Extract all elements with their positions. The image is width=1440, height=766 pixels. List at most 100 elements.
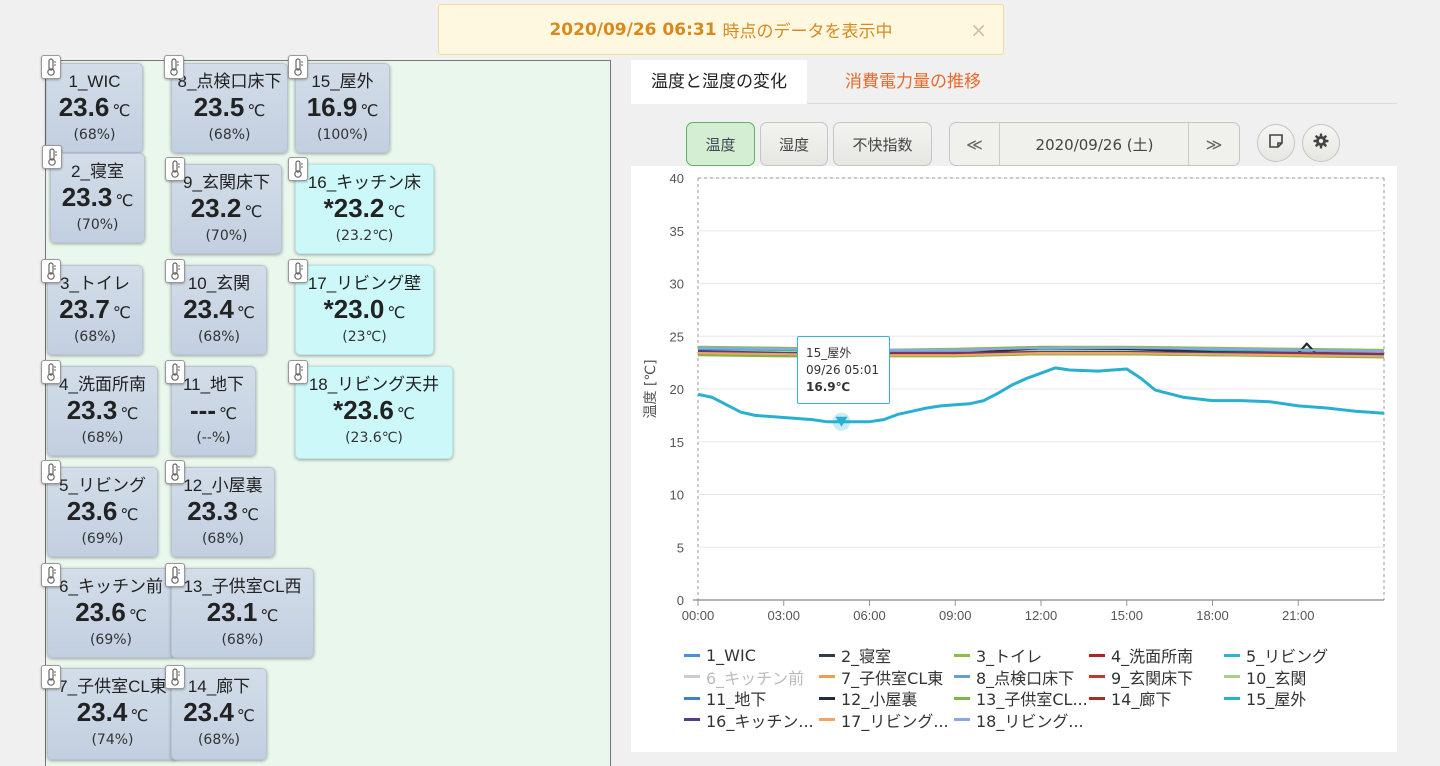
thermometer-icon[interactable] [288, 360, 308, 384]
humidity-button[interactable]: 湿度 [760, 122, 828, 166]
legend-item[interactable]: 18_リビング... [954, 710, 1084, 731]
legend-item[interactable]: 6_キッチン前 [684, 667, 805, 688]
legend-label: 4_洗面所南 [1111, 647, 1194, 666]
thermometer-icon[interactable] [41, 665, 61, 689]
sensor-card[interactable]: 1_WIC 23.6 ℃ (68%) [46, 63, 143, 153]
legend-swatch [1224, 675, 1240, 678]
sensor-card[interactable]: 15_屋外 16.9 ℃ (100%) [295, 63, 390, 153]
legend-item[interactable]: 4_洗面所南 [1089, 645, 1194, 666]
legend-item[interactable]: 9_玄関床下 [1089, 667, 1193, 688]
thermometer-icon[interactable] [165, 460, 185, 484]
thermometer-icon[interactable] [165, 563, 185, 587]
legend-label: 1_WIC [706, 645, 756, 665]
sensor-unit: ℃ [396, 404, 415, 423]
date-display[interactable]: 2020/09/26 (土) [1035, 135, 1154, 154]
sensor-card[interactable]: 3_トイレ 23.7 ℃ (68%) [47, 265, 143, 355]
thermometer-icon[interactable] [164, 55, 184, 79]
sensor-card[interactable]: 17_リビング壁 *23.0 ℃ (23℃) [295, 265, 434, 355]
sensor-card[interactable]: 4_洗面所南 23.3 ℃ (68%) [47, 366, 158, 456]
legend-label: 12_小屋裏 [841, 690, 918, 709]
close-icon[interactable]: × [970, 18, 987, 42]
thermometer-icon[interactable] [42, 145, 62, 169]
legend-item[interactable]: 14_廊下 [1089, 688, 1171, 709]
legend-swatch [954, 696, 970, 700]
legend-item[interactable]: 16_キッチン... [684, 710, 814, 731]
thermometer-icon[interactable] [165, 259, 185, 283]
sensor-card[interactable]: 8_点検口床下 23.5 ℃ (68%) [171, 63, 288, 153]
discomfort-index-button[interactable]: 不快指数 [833, 122, 932, 166]
sensor-humidity: (23.6℃) [345, 430, 403, 446]
thermometer-icon[interactable] [41, 460, 61, 484]
thermometer-icon[interactable] [165, 157, 185, 181]
next-day-button[interactable]: ≫ [1188, 123, 1239, 165]
chart-tooltip: 15_屋外 09/26 05:01 16.9℃ [797, 336, 890, 404]
legend-item[interactable]: 7_子供室CL東 [819, 667, 943, 688]
sensor-humidity: (68%) [221, 632, 264, 648]
sensor-card[interactable]: 5_リビング 23.6 ℃ (69%) [47, 467, 158, 557]
y-tick-label: 25 [670, 329, 684, 344]
temperature-chart: 0 5 10 15 20 25 30 35 40 00:00 03:00 06:00 09:00 12:0… [631, 166, 1397, 752]
sensor-card[interactable]: 2_寝室 23.3 ℃ (70%) [50, 153, 145, 243]
temperature-button[interactable]: 温度 [686, 122, 755, 166]
sensor-card[interactable]: 11_地下 --- ℃ (--%) [171, 366, 256, 456]
sensor-temperature-line: 23.4 ℃ [172, 294, 266, 328]
sensor-humidity: (68%) [73, 329, 117, 345]
sensor-unit: ℃ [115, 191, 134, 210]
thermometer-icon[interactable] [288, 55, 308, 79]
legend-item[interactable]: 12_小屋裏 [819, 688, 918, 709]
legend-item[interactable]: 5_リビング [1224, 645, 1328, 666]
sensor-humidity: (69%) [81, 531, 124, 547]
prev-day-button[interactable]: ≪ [950, 123, 1000, 165]
sensor-humidity: (68%) [81, 430, 124, 446]
legend-item[interactable]: 1_WIC [684, 645, 756, 665]
tooltip-series: 15_屋外 [806, 346, 852, 360]
sensor-card[interactable]: 13_子供室CL西 23.1 ℃ (68%) [171, 568, 314, 658]
tab-temp-humidity[interactable]: 温度と湿度の変化 [631, 60, 807, 104]
legend-item[interactable]: 17_リビング... [819, 710, 949, 731]
sensor-card[interactable]: 12_小屋裏 23.3 ℃ (68%) [171, 467, 275, 557]
legend-item[interactable]: 15_屋外 [1224, 688, 1306, 709]
x-tick-label: 06:00 [853, 608, 886, 623]
thermometer-icon[interactable] [165, 360, 185, 384]
legend-swatch [954, 653, 970, 657]
legend-item[interactable]: 8_点検口床下 [954, 667, 1075, 688]
sensor-temperature: 23.7 [59, 294, 110, 324]
thermometer-icon[interactable] [288, 157, 308, 181]
legend-item[interactable]: 13_子供室CL... [954, 688, 1088, 709]
sensor-card[interactable]: 16_キッチン床 *23.2 ℃ (23.2℃) [295, 164, 434, 254]
sensor-unit: ℃ [219, 404, 237, 423]
date-navigator: ≪ 2020/09/26 (土) ≫ [949, 122, 1240, 166]
chart-tabs: 温度と湿度の変化 消費電力量の推移 [631, 60, 1397, 104]
legend-item[interactable]: 2_寝室 [819, 645, 891, 666]
sensor-card[interactable]: 6_キッチン前 23.6 ℃ (69%) [47, 568, 175, 658]
sensor-card[interactable]: 14_廊下 23.4 ℃ (68%) [171, 668, 267, 760]
legend-swatch [1089, 675, 1105, 678]
legend-swatch [684, 653, 700, 657]
sensor-card[interactable]: 18_リビング天井 *23.6 ℃ (23.6℃) [295, 366, 453, 459]
thermometer-icon[interactable] [41, 563, 61, 587]
legend-label: 8_点検口床下 [976, 668, 1075, 688]
thermometer-icon[interactable] [165, 665, 185, 689]
tooltip-value: 16.9℃ [806, 380, 851, 394]
y-tick-label: 20 [670, 382, 684, 397]
memo-button[interactable] [1257, 124, 1295, 162]
legend-item[interactable]: 10_玄関 [1224, 667, 1306, 688]
sensor-temperature-line: 23.1 ℃ [172, 597, 313, 631]
sensor-name: 6_キッチン前 [59, 577, 163, 596]
sensor-card[interactable]: 7_子供室CL東 23.4 ℃ (74%) [47, 668, 178, 760]
legend-label: 17_リビング... [841, 711, 949, 731]
sensor-card[interactable]: 9_玄関床下 23.2 ℃ (70%) [171, 164, 282, 254]
sensor-unit: ℃ [360, 101, 379, 120]
legend-label: 6_キッチン前 [706, 668, 805, 688]
thermometer-icon[interactable] [288, 259, 308, 283]
thermometer-icon[interactable] [41, 360, 61, 384]
settings-button[interactable] [1302, 124, 1340, 162]
tab-power-consumption[interactable]: 消費電力量の推移 [845, 72, 981, 92]
thermometer-icon[interactable] [41, 259, 61, 283]
thermometer-icon[interactable] [41, 55, 61, 79]
legend-label: 18_リビング... [976, 711, 1084, 731]
legend-item[interactable]: 3_トイレ [954, 645, 1042, 666]
sensor-card[interactable]: 10_玄関 23.4 ℃ (68%) [171, 265, 267, 355]
sensor-temperature: 23.1 [206, 597, 258, 627]
legend-item[interactable]: 11_地下 [684, 688, 766, 709]
